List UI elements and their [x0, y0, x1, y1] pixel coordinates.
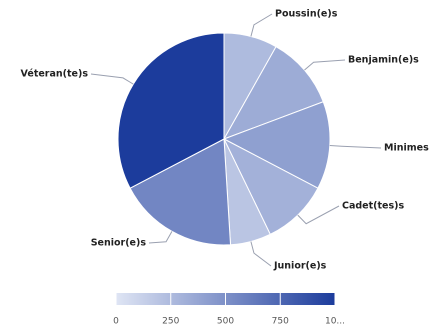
slice-label: Véteran(te)s: [21, 69, 89, 80]
leader-line: [148, 231, 173, 244]
tick-label: 0: [113, 317, 119, 327]
leader-line: [304, 59, 346, 71]
pie-slice: [222, 101, 331, 189]
pie-slice: [222, 45, 324, 140]
tick-label: 500: [217, 317, 234, 327]
tick-label: 250: [162, 317, 179, 327]
slice-label: Poussin(e)s: [275, 9, 338, 20]
slice-label: Cadet(tes)s: [342, 201, 404, 212]
slice-label: Senior(e)s: [91, 238, 147, 249]
leader-line: [250, 241, 272, 267]
leader-line: [250, 13, 273, 37]
leader-line: [329, 145, 382, 149]
leader-line: [90, 73, 134, 85]
leader-line: [297, 205, 340, 225]
tick-label: 750: [272, 317, 289, 327]
slice-label: Junior(e)s: [273, 261, 327, 272]
pie-slice: [129, 138, 232, 246]
slice-label: Benjamin(e)s: [348, 55, 419, 66]
tick-label: 10...: [325, 317, 345, 327]
slice-label: Minimes: [384, 143, 429, 154]
